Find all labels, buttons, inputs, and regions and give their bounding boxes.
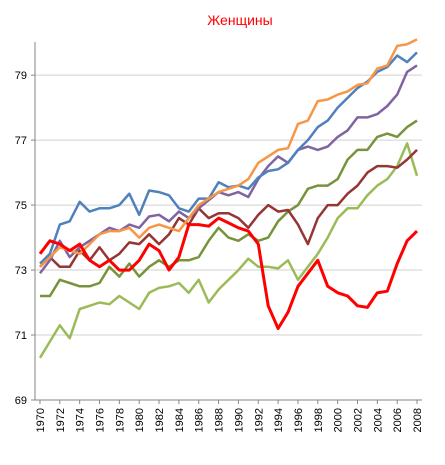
x-tick-label: 1980 [134, 408, 146, 432]
y-tick-label: 73 [15, 265, 27, 277]
x-tick-label: 1994 [273, 408, 285, 432]
x-tick-label: 2002 [353, 408, 365, 432]
x-tick-label: 1978 [114, 408, 126, 432]
y-tick-label: 75 [15, 200, 27, 212]
series-line [39, 38, 418, 268]
x-tick-label: 1976 [95, 408, 107, 432]
series-line [38, 216, 419, 330]
x-tick-label: 1986 [194, 408, 206, 432]
y-tick-label: 79 [15, 70, 27, 82]
chart-title: Женщины [207, 12, 272, 28]
series-line [38, 142, 419, 359]
x-tick-label: 1992 [253, 408, 265, 432]
y-tick-label: 77 [15, 135, 27, 147]
x-tick-label: 1972 [55, 408, 67, 432]
x-tick-label: 1998 [313, 408, 325, 432]
x-tick-label: 2004 [372, 408, 384, 432]
x-tick-label: 1970 [35, 408, 47, 432]
x-tick-label: 2008 [412, 408, 424, 432]
series-line [39, 51, 418, 265]
x-tick-label: 1974 [75, 408, 87, 432]
x-tick-label: 1982 [154, 408, 166, 432]
y-tick-label: 71 [15, 330, 27, 342]
series-line [40, 119, 418, 298]
x-tick-label: 1984 [174, 408, 186, 432]
x-tick-label: 2000 [333, 408, 345, 432]
x-tick-label: 1990 [233, 408, 245, 432]
x-tick-label: 1996 [293, 408, 305, 432]
y-tick-label: 69 [15, 395, 27, 407]
x-tick-label: 1988 [214, 408, 226, 432]
series-line [39, 149, 418, 269]
x-tick-label: 2006 [392, 408, 404, 432]
